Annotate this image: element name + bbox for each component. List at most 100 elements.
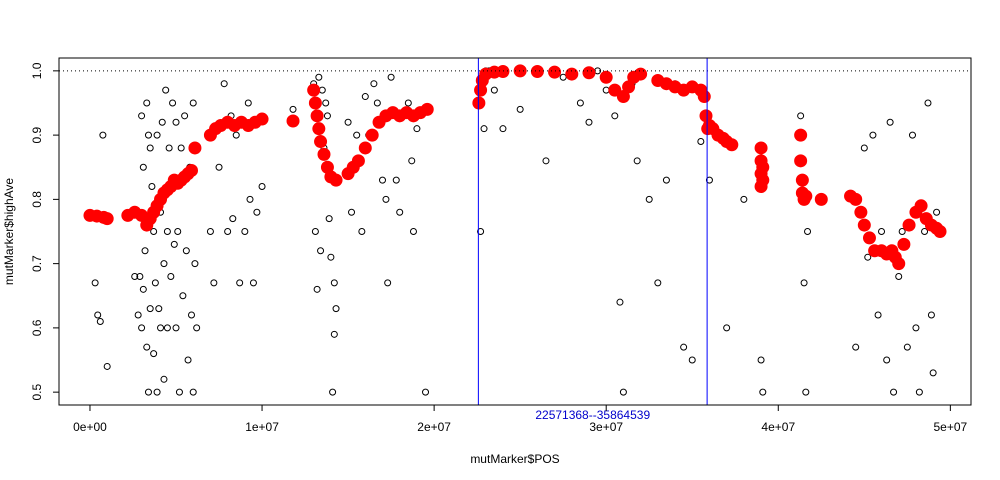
raw-point <box>852 343 860 351</box>
region-label: 22571368--35864539 <box>535 408 650 422</box>
raw-point <box>148 183 156 191</box>
raw-point <box>157 324 165 332</box>
raw-point <box>382 195 390 203</box>
raw-point <box>325 215 333 223</box>
raw-point <box>361 93 369 101</box>
raw-point <box>611 112 619 120</box>
raw-point <box>477 228 485 235</box>
raw-point <box>874 311 882 319</box>
raw-point <box>167 272 175 280</box>
smoothed-point <box>854 205 868 219</box>
raw-point <box>797 112 805 120</box>
raw-point <box>143 343 151 351</box>
raw-point <box>903 343 911 351</box>
smoothed-point <box>420 102 434 116</box>
raw-point <box>131 272 139 280</box>
x-tick-label: 1e+07 <box>245 420 279 434</box>
raw-point <box>633 157 641 165</box>
raw-point <box>241 228 249 235</box>
raw-point <box>141 247 149 255</box>
raw-point <box>184 356 192 364</box>
raw-point <box>191 260 199 268</box>
raw-point <box>933 208 941 216</box>
raw-point <box>249 279 257 287</box>
raw-point <box>146 305 154 313</box>
raw-point <box>160 260 168 268</box>
raw-point <box>585 118 593 126</box>
raw-point <box>800 279 808 287</box>
smoothed-point <box>286 114 300 128</box>
raw-point <box>150 228 158 235</box>
raw-point <box>915 388 923 396</box>
smoothed-point <box>634 67 648 81</box>
raw-point <box>187 311 195 319</box>
raw-point <box>189 99 197 107</box>
raw-point <box>162 86 170 94</box>
raw-point <box>136 272 144 280</box>
smoothed-point <box>795 173 809 187</box>
x-tick-label: 3e+07 <box>589 420 623 434</box>
smooth-points-layer <box>83 64 947 271</box>
raw-point <box>705 176 713 184</box>
raw-point <box>313 285 321 293</box>
raw-point <box>153 131 161 139</box>
smoothed-point <box>897 237 911 251</box>
raw-point <box>898 228 906 235</box>
smoothed-point <box>329 173 343 187</box>
raw-point <box>323 112 331 120</box>
raw-point <box>924 99 932 107</box>
raw-point <box>542 157 550 165</box>
raw-point <box>404 99 412 107</box>
raw-point <box>99 131 107 139</box>
raw-point <box>688 356 696 364</box>
raw-point <box>662 176 670 184</box>
raw-point <box>886 118 894 126</box>
raw-point <box>182 247 190 255</box>
smoothed-point <box>314 135 328 149</box>
smoothed-point <box>365 128 379 142</box>
raw-point <box>244 99 252 107</box>
raw-point <box>804 228 812 235</box>
raw-point <box>353 131 361 139</box>
raw-point <box>258 183 266 191</box>
raw-point <box>103 362 111 370</box>
smoothed-point <box>255 112 269 126</box>
raw-point <box>236 279 244 287</box>
raw-point <box>138 324 146 332</box>
smoothed-point <box>582 66 596 80</box>
raw-point <box>929 369 937 377</box>
raw-point <box>860 144 868 152</box>
raw-point <box>144 131 152 139</box>
y-tick-label: 0.5 <box>30 383 44 400</box>
raw-point <box>890 388 898 396</box>
smoothed-point <box>530 64 544 78</box>
smoothed-point <box>184 163 198 177</box>
raw-point <box>139 163 147 171</box>
raw-point <box>516 105 524 113</box>
raw-point <box>358 228 366 235</box>
smoothed-point <box>857 218 871 232</box>
smoothed-point <box>358 141 372 155</box>
raw-point <box>179 292 187 300</box>
raw-point <box>883 356 891 364</box>
raw-point <box>317 247 325 255</box>
raw-point <box>384 279 392 287</box>
raw-point <box>697 138 705 146</box>
raw-point <box>315 73 323 81</box>
raw-point <box>172 324 180 332</box>
smoothed-point <box>794 154 808 168</box>
raw-points-layer <box>91 67 941 396</box>
x-axis-title: mutMarker$POS <box>470 452 559 466</box>
raw-point <box>163 228 171 235</box>
raw-point <box>189 388 197 396</box>
raw-point <box>246 195 254 203</box>
raw-point <box>927 311 935 319</box>
smoothed-point <box>697 90 711 104</box>
raw-point <box>210 279 218 287</box>
y-tick-label: 0.8 <box>30 191 44 208</box>
y-axis-title: mutMarker$highAve <box>2 178 16 285</box>
smoothed-point <box>902 218 916 232</box>
y-tick-label: 0.9 <box>30 126 44 143</box>
